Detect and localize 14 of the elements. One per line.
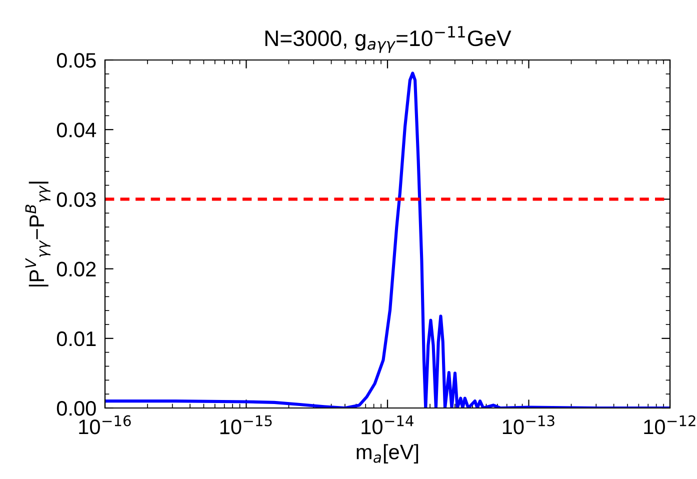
- x-tick-label: 10$^{−14}$: [362, 415, 414, 434]
- y-tick-label: 0.05: [56, 53, 96, 68]
- y-tick-label: 0.03: [56, 192, 96, 207]
- x-axis-title: m$_{a}$[eV]: [356, 444, 418, 464]
- y-tick-label: 0.00: [56, 401, 96, 416]
- x-tick-label: 10$^{−13}$: [502, 415, 554, 434]
- y-tick-label: 0.02: [56, 262, 96, 277]
- y-axis-title: |P$^{V}$$_{γγ}$−P$^{B}$$_{γγ}$|: [25, 182, 50, 286]
- x-tick-label: 10$^{−12}$: [644, 415, 696, 434]
- y-tick-label: 0.04: [56, 122, 96, 138]
- x-tick-label: 10$^{−15}$: [220, 415, 272, 434]
- y-tick-label: 0.01: [56, 331, 96, 346]
- x-tick-label: 10$^{−16}$: [79, 415, 131, 434]
- chart-title: N=3000, g$_{aγγ}$=10$^{−11}$GeV: [265, 26, 512, 53]
